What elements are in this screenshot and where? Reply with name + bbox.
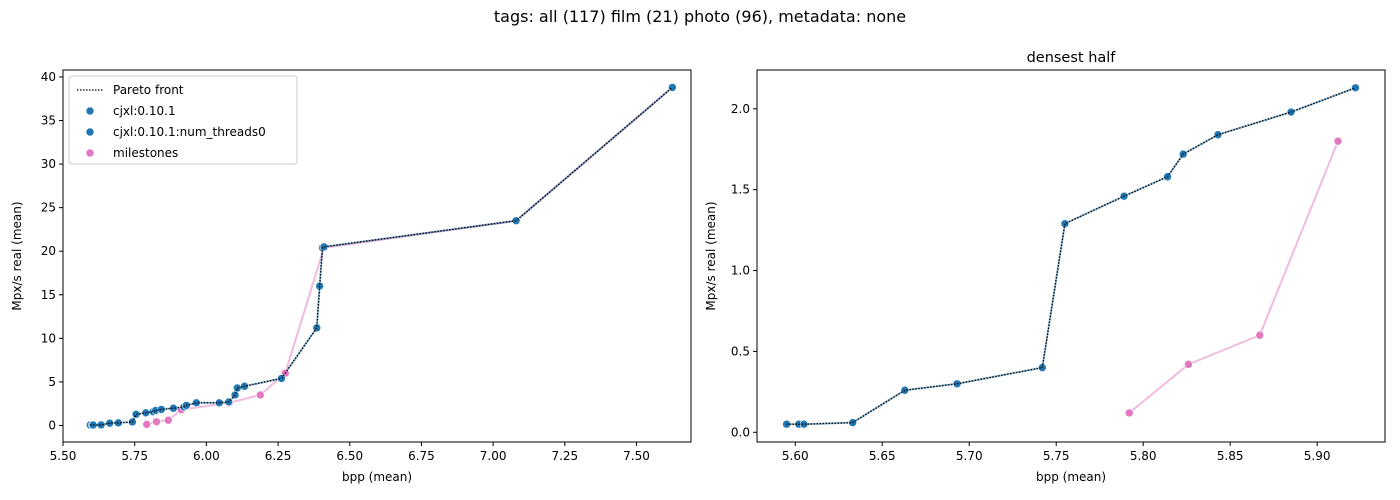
cjxl-point-15: [192, 398, 201, 408]
x-tick-label-7: 7.25: [551, 449, 578, 463]
cjxl-point-19: [233, 383, 242, 393]
legend-swatch-1: [85, 106, 95, 116]
x-tick-label-6: 7.00: [480, 449, 507, 463]
y-tick-label-1: 0.5: [731, 344, 750, 358]
y-axis-label: Mpx/s real (mean): [704, 201, 718, 310]
cjxl-point-25: [319, 242, 329, 252]
plot-area: [782, 83, 1360, 429]
x-tick-label-5: 5.85: [1217, 449, 1244, 463]
y-tick-label-3: 15: [41, 288, 56, 302]
milestones-point-0: [142, 420, 152, 429]
milestones-line: [1128, 140, 1339, 414]
x-tick-label-3: 5.75: [1043, 449, 1070, 463]
cjxl-point-11: [1213, 130, 1223, 139]
x-tick-label-2: 5.70: [956, 449, 983, 463]
cjxl-point-26: [511, 216, 521, 226]
milestones-point-5: [255, 390, 265, 400]
x-tick-label-0: 5.60: [782, 449, 809, 463]
legend-label-1: cjxl:0.10.1: [113, 104, 176, 118]
legend-swatch-2: [85, 127, 95, 137]
milestones-point-2: [163, 415, 173, 425]
cjxl-point-4: [900, 385, 910, 395]
milestones-point-0: [1124, 408, 1134, 418]
cjxl-point-27: [668, 83, 677, 92]
milestones-point-1: [1184, 360, 1193, 369]
chart-panel-2: 5.60 5.65 5.70 5.75 5.80 5.85 5.90 0.0 0.5 1.0 1.5…: [704, 50, 1386, 484]
chart-panel-1: 5.50 5.75 6.00 6.25 6.50 6.75 7.00 7.25 7.50 0 5 10…: [10, 69, 692, 484]
x-tick-label-4: 6.50: [336, 449, 363, 463]
y-tick-label-8: 40: [41, 70, 56, 84]
x-tick-label-5: 6.75: [408, 449, 435, 463]
legend-box: [68, 75, 298, 165]
y-axis-label: Mpx/s real (mean): [10, 201, 24, 310]
figure-suptitle: tags: all (117) film (21) photo (96), me…: [493, 7, 907, 26]
y-tick-label-4: 2.0: [731, 102, 750, 116]
cjxl-point-22: [312, 323, 322, 333]
milestones-point-1: [152, 417, 161, 427]
milestones-point-2: [1255, 330, 1265, 340]
x-tick-label-0: 5.50: [50, 449, 77, 463]
y-tick-label-0: 0: [48, 418, 56, 432]
x-tick-label-1: 5.75: [121, 449, 148, 463]
plot-area: [85, 83, 677, 430]
cjxl-point-21: [277, 374, 286, 383]
y-tick-label-0: 0.0: [731, 425, 750, 439]
axes-frame: [756, 69, 1386, 443]
x-tick-label-8: 7.50: [623, 449, 650, 463]
y-tick-label-2: 10: [41, 331, 56, 345]
x-tick-label-4: 5.80: [1130, 449, 1157, 463]
legend-label-3: milestones: [113, 146, 178, 160]
cjxl-point-7: [131, 409, 141, 419]
x-axis-label: bpp (mean): [342, 470, 412, 484]
cjxl-line: [786, 86, 1356, 426]
y-tick-label-7: 35: [41, 114, 56, 128]
cjxl-point-12: [169, 403, 178, 413]
x-axis-label: bpp (mean): [1036, 470, 1106, 484]
y-tick-label-6: 30: [41, 157, 56, 171]
cjxl-point-2: [799, 419, 809, 429]
x-tick-label-2: 6.00: [193, 449, 220, 463]
legend-label-2: cjxl:0.10.1:num_threads0: [113, 125, 266, 139]
cjxl-point-11: [157, 405, 166, 414]
cjxl-point-3: [96, 420, 106, 430]
axes-title: densest half: [1027, 50, 1117, 66]
legend: Pareto front cjxl:0.10.1 cjxl:0.10.1:num_t…: [68, 75, 298, 165]
legend-label-0: Pareto front: [113, 83, 184, 97]
x-tick-label-1: 5.65: [869, 449, 896, 463]
y-tick-label-1: 5: [48, 375, 56, 389]
milestones-point-3: [1333, 136, 1343, 146]
cjxl-point-4: [105, 418, 115, 428]
axes-frame: [62, 69, 692, 443]
cjxl-point-7: [1060, 219, 1070, 228]
y-tick-label-5: 25: [41, 201, 56, 215]
legend-swatch-3: [85, 148, 95, 158]
y-tick-label-2: 1.0: [731, 264, 750, 278]
y-tick-label-3: 1.5: [731, 183, 750, 197]
pareto-front-line: [786, 87, 1356, 425]
x-tick-label-3: 6.25: [265, 449, 292, 463]
x-tick-label-6: 5.90: [1304, 449, 1331, 463]
y-tick-label-4: 20: [41, 244, 56, 258]
